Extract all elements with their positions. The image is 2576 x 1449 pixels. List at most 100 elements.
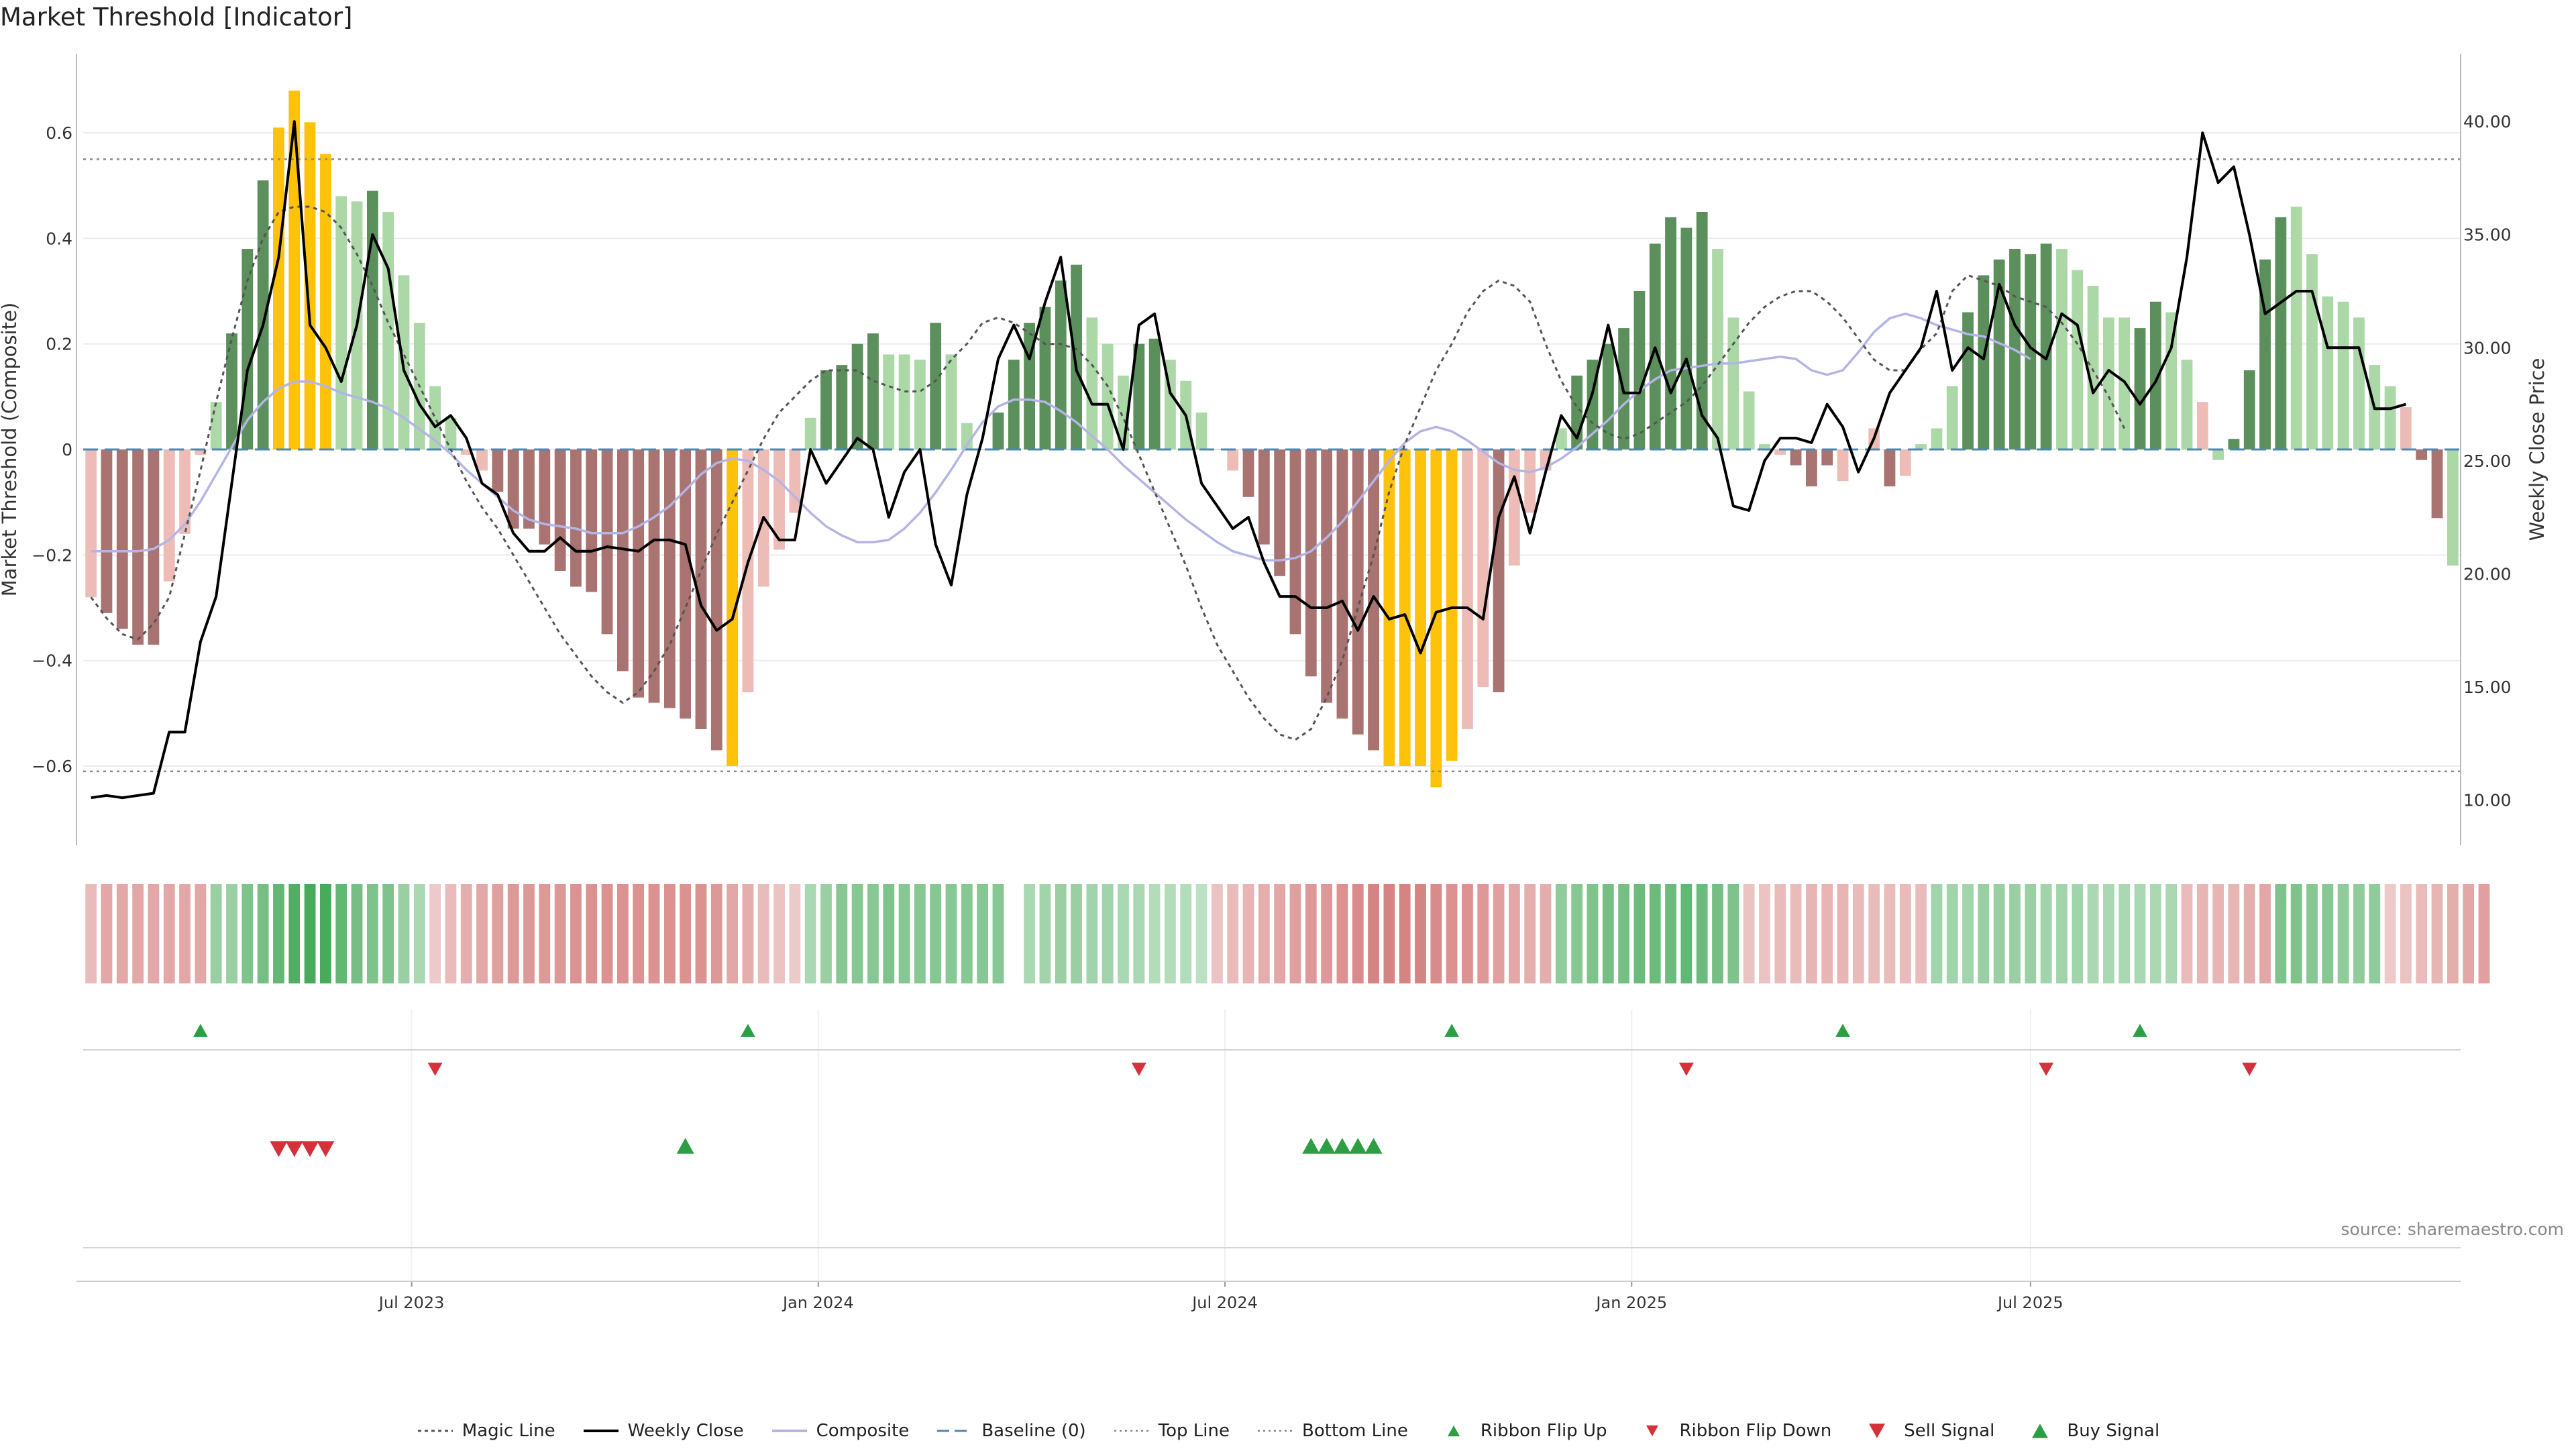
ribbon-cell xyxy=(977,884,989,983)
composite-bar xyxy=(2087,286,2099,449)
right-axis-label: Weekly Close Price xyxy=(2526,358,2548,541)
ribbon-cell xyxy=(992,884,1004,983)
ribbon-cell xyxy=(663,884,676,983)
ribbon-cell xyxy=(2149,884,2161,983)
composite-bar xyxy=(1806,449,1817,487)
buy-signal-marker xyxy=(1364,1138,1383,1154)
composite-bar xyxy=(85,449,97,598)
ribbon-cell xyxy=(398,884,410,983)
ribbon-cell xyxy=(1180,884,1192,983)
ribbon-cell xyxy=(945,884,957,983)
ribbon-cell xyxy=(617,884,629,983)
ribbon-cell xyxy=(2118,884,2131,983)
ribbon-cell xyxy=(226,884,237,983)
ribbon-cell xyxy=(2431,884,2443,983)
ribbon-cell xyxy=(1399,884,1411,983)
composite-bar xyxy=(695,449,707,729)
chart-title: Market Threshold [Indicator] xyxy=(0,3,353,32)
ribbon-cell xyxy=(2306,884,2318,983)
composite-bar xyxy=(116,449,128,629)
composite-bar xyxy=(2228,439,2240,449)
composite-bar xyxy=(226,333,237,449)
composite-bar xyxy=(945,354,957,449)
ribbon-cell xyxy=(648,884,660,983)
ribbon-cell xyxy=(1696,884,1708,983)
ribbon-cell xyxy=(1993,884,2005,983)
triangle-down-icon xyxy=(1646,1425,1659,1437)
composite-bar xyxy=(2040,244,2052,449)
ribbon-cell xyxy=(2322,884,2334,983)
legend-item: Weekly Close xyxy=(582,1421,744,1441)
ribbon-strip xyxy=(85,884,2490,983)
composite-bar xyxy=(2384,386,2396,449)
composite-bar xyxy=(570,449,582,587)
composite-bar xyxy=(586,449,598,592)
ribbon-flip-down-marker xyxy=(427,1063,443,1076)
composite-bar xyxy=(1195,412,1208,449)
ribbon-cell xyxy=(1274,884,1286,983)
composite-bar xyxy=(1915,444,1927,449)
legend-item: Bottom Line xyxy=(1256,1421,1408,1441)
composite-bar xyxy=(977,449,989,450)
ribbon-flip-up-marker xyxy=(1444,1024,1460,1037)
triangle-up-icon xyxy=(1447,1425,1460,1437)
legend-label: Weekly Close xyxy=(627,1421,744,1441)
legend-label: Baseline (0) xyxy=(981,1421,1086,1441)
ribbon-flip-up-marker xyxy=(1835,1024,1851,1037)
legend-item: Top Line xyxy=(1113,1421,1230,1441)
left-tick-label: 0.2 xyxy=(46,335,72,354)
composite-bar xyxy=(2447,449,2459,566)
ribbon-flip-down-marker xyxy=(2242,1063,2257,1076)
composite-bar xyxy=(382,212,394,449)
ribbon-cell xyxy=(2384,884,2396,983)
composite-bar xyxy=(1665,217,1676,449)
composite-bar xyxy=(2353,317,2365,449)
ribbon-cell xyxy=(1446,884,1458,983)
composite-bar xyxy=(1462,449,1473,729)
right-tick-label: 10.00 xyxy=(2463,791,2512,810)
ribbon-cell xyxy=(1602,884,1614,983)
composite-bar xyxy=(2212,449,2224,460)
ribbon-cell xyxy=(304,884,316,983)
legend-label: Top Line xyxy=(1158,1421,1230,1441)
composite-bar xyxy=(710,449,722,751)
ribbon-cell xyxy=(2353,884,2365,983)
left-tick-label: 0 xyxy=(62,440,72,460)
ribbon-flip-down-marker xyxy=(1131,1063,1146,1076)
ribbon-cell xyxy=(2259,884,2271,983)
composite-bar xyxy=(1759,444,1770,449)
legend-label: Buy Signal xyxy=(2067,1421,2160,1441)
composite-bar xyxy=(1493,449,1505,692)
composite-bar xyxy=(914,360,926,449)
composite-bar xyxy=(1931,428,1943,449)
weekly-close-line xyxy=(91,120,2406,800)
ribbon-cell xyxy=(2009,884,2021,983)
ribbon-cell xyxy=(851,884,863,983)
ribbon-cell xyxy=(1258,884,1270,983)
legend-item: Ribbon Flip Down xyxy=(1633,1421,1831,1441)
ribbon-cell xyxy=(2072,884,2084,983)
legend-item: Sell Signal xyxy=(1858,1421,1994,1441)
ribbon-cell xyxy=(413,884,425,983)
ribbon-cell xyxy=(382,884,394,983)
composite-bar xyxy=(727,449,738,766)
magic-line xyxy=(90,205,2126,741)
ribbon-cell xyxy=(1368,884,1379,983)
ribbon-cell xyxy=(1242,884,1254,983)
ribbon-cell xyxy=(554,884,566,983)
composite-bar xyxy=(2149,301,2161,449)
composite-bar xyxy=(617,449,629,672)
composite-bar xyxy=(1274,449,1286,576)
composite-bar xyxy=(2196,402,2208,449)
left-tick-label: −0.6 xyxy=(32,757,72,776)
composite-bar xyxy=(366,191,378,449)
ribbon-cell xyxy=(476,884,488,983)
ribbon-cell xyxy=(1415,884,1426,983)
ribbon-cell xyxy=(680,884,692,983)
ribbon-cell xyxy=(2056,884,2068,983)
composite-bar xyxy=(304,122,316,449)
composite-bar xyxy=(476,449,488,471)
ribbon-cell xyxy=(273,884,284,983)
ribbon-cell xyxy=(1195,884,1208,983)
x-axis: Jul 2023 Jan 2024 Jul 2024 Jan 2025 Jul 2025 xyxy=(76,1281,2461,1312)
